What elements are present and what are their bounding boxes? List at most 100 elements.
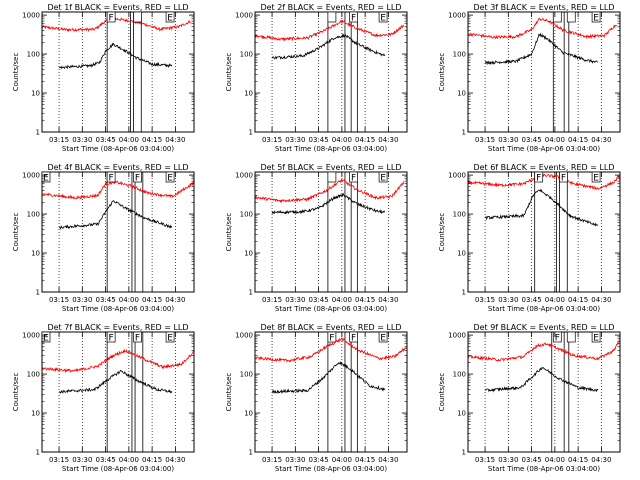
lld-series-line xyxy=(467,340,620,362)
plot-frame xyxy=(41,11,195,133)
x-tick-label: 04:15 xyxy=(355,296,375,304)
events-series-line xyxy=(484,366,599,393)
x-axis-label: Start Time (08-Apr-06 03:04:00) xyxy=(275,145,387,153)
x-tick-label: 03:45 xyxy=(521,296,541,304)
x-tick-label: 04:00 xyxy=(545,456,565,464)
y-tick-label: 10 xyxy=(457,250,466,258)
plot-frame xyxy=(41,331,195,453)
x-tick-label: 03:15 xyxy=(475,456,495,464)
x-tick-label: 03:30 xyxy=(285,136,305,144)
lld-series-line xyxy=(41,17,192,33)
lld-series-line xyxy=(254,337,407,363)
x-tick-label: 04:15 xyxy=(142,456,162,464)
y-tick-label: 1000 xyxy=(22,12,40,20)
x-axis-label: Start Time (08-Apr-06 03:04:00) xyxy=(62,465,174,473)
lld-series-line xyxy=(41,348,194,374)
marker-box-2 xyxy=(591,331,601,343)
x-tick-label: 04:30 xyxy=(378,296,398,304)
y-tick-label: 1000 xyxy=(448,332,466,340)
y-tick-label: 1000 xyxy=(448,12,466,20)
y-tick-label: 1 xyxy=(36,129,40,137)
marker-box-1 xyxy=(566,11,576,23)
x-tick-label: 03:30 xyxy=(72,136,92,144)
x-tick-label: 03:30 xyxy=(498,296,518,304)
plot-frame xyxy=(467,171,621,293)
marker-label-0: F xyxy=(109,14,114,24)
x-tick-label: 03:45 xyxy=(308,456,328,464)
plot-frame xyxy=(41,171,195,293)
panel-title: Det 8f BLACK = Events, RED = LLD xyxy=(260,323,401,332)
lld-series-line xyxy=(254,19,405,42)
y-tick-label: 100 xyxy=(27,211,40,219)
y-tick-label: 10 xyxy=(31,250,40,258)
marker-box-0 xyxy=(552,11,562,23)
x-axis-label: Start Time (08-Apr-06 03:04:00) xyxy=(488,145,600,153)
panel-title: Det 4f BLACK = Events, RED = LLD xyxy=(47,163,188,172)
x-tick-label: 04:30 xyxy=(165,296,185,304)
y-tick-label: 100 xyxy=(240,371,253,379)
panel-9: Det 9f BLACK = Events, RED = LLD F E 1 10 100… xyxy=(438,323,621,473)
x-tick-label: 03:30 xyxy=(285,296,305,304)
events-series-line xyxy=(58,369,173,394)
x-tick-label: 03:45 xyxy=(521,456,541,464)
marker-label-2: F xyxy=(135,334,140,344)
y-axis-label: Counts/sec xyxy=(438,373,446,412)
x-axis-label: Start Time (08-Apr-06 03:04:00) xyxy=(62,305,174,313)
y-tick-label: 1 xyxy=(462,449,466,457)
marker-label-2: E xyxy=(593,14,599,24)
x-tick-label: 04:00 xyxy=(119,136,139,144)
x-tick-label: 03:15 xyxy=(475,136,495,144)
marker-box-2 xyxy=(591,11,601,23)
events-series-line xyxy=(58,200,173,230)
y-tick-label: 1000 xyxy=(448,172,466,180)
panel-6: Det 6f BLACK = Events, RED = LLD F F E 1 10 10… xyxy=(438,163,621,313)
marker-box-1 xyxy=(349,11,358,23)
x-tick-label: 03:15 xyxy=(262,456,282,464)
y-axis-label: Counts/sec xyxy=(225,53,233,92)
events-series-line xyxy=(484,32,599,66)
marker-box-1 xyxy=(106,331,116,343)
marker-box-2 xyxy=(378,331,388,343)
marker-box-2 xyxy=(133,171,142,183)
plot-frame xyxy=(254,171,408,293)
y-tick-label: 1000 xyxy=(22,332,40,340)
marker-box-0 xyxy=(327,11,337,23)
panel-title: Det 9f BLACK = Events, RED = LLD xyxy=(473,323,614,332)
x-tick-label: 04:15 xyxy=(142,136,162,144)
y-tick-label: 1 xyxy=(249,449,253,457)
y-tick-label: 10 xyxy=(244,90,253,98)
marker-box-1 xyxy=(566,331,576,343)
marker-box-3 xyxy=(165,331,175,343)
x-tick-label: 04:00 xyxy=(119,296,139,304)
y-tick-label: 1 xyxy=(249,289,253,297)
x-tick-label: 04:30 xyxy=(165,456,185,464)
x-tick-label: 04:30 xyxy=(591,456,611,464)
panel-5: Det 5f BLACK = Events, RED = LLD F E 1 10 100… xyxy=(225,163,408,313)
lld-series-line xyxy=(254,177,405,204)
marker-box-0 xyxy=(106,11,116,23)
marker-label-1: F xyxy=(561,174,566,184)
x-tick-label: 04:30 xyxy=(591,296,611,304)
x-tick-label: 03:15 xyxy=(475,296,495,304)
x-axis-label: Start Time (08-Apr-06 03:04:00) xyxy=(488,465,600,473)
x-tick-label: 04:15 xyxy=(355,136,375,144)
plot-frame xyxy=(254,11,408,133)
y-tick-label: 100 xyxy=(240,51,253,59)
y-tick-label: 1 xyxy=(462,129,466,137)
y-tick-label: 10 xyxy=(457,410,466,418)
marker-label-0: F xyxy=(555,334,560,344)
events-series-line xyxy=(271,33,386,60)
marker-label-3: E xyxy=(167,334,173,344)
marker-label-3: E xyxy=(167,174,173,184)
x-axis-label: Start Time (08-Apr-06 03:04:00) xyxy=(275,465,387,473)
marker-label-2: E xyxy=(380,14,386,24)
marker-box-1 xyxy=(133,11,142,23)
x-tick-label: 03:30 xyxy=(72,296,92,304)
events-series-line xyxy=(271,360,386,395)
y-tick-label: 1 xyxy=(36,289,40,297)
y-tick-label: 10 xyxy=(244,250,253,258)
y-tick-label: 100 xyxy=(27,51,40,59)
x-tick-label: 04:00 xyxy=(332,296,352,304)
panel-8: Det 8f BLACK = Events, RED = LLD F F E 1 10 10… xyxy=(225,323,408,473)
marker-label-2: E xyxy=(380,334,386,344)
